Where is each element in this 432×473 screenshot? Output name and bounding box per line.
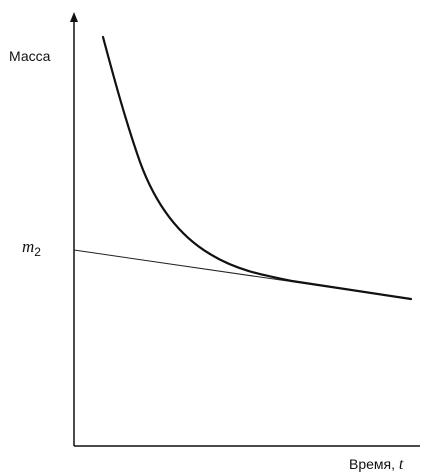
x-axis-label-var: t [399, 456, 404, 473]
y-marker-subscript: 2 [34, 245, 41, 259]
y-marker-symbol: m [22, 237, 34, 256]
y-axis-label: Масса [9, 48, 51, 64]
y-marker-label: m2 [22, 237, 41, 259]
y-axis-arrow [70, 12, 78, 22]
mass-curve [101, 35, 413, 301]
x-axis-label-text: Время, [349, 456, 399, 472]
x-axis-label: Время, t [349, 456, 404, 473]
